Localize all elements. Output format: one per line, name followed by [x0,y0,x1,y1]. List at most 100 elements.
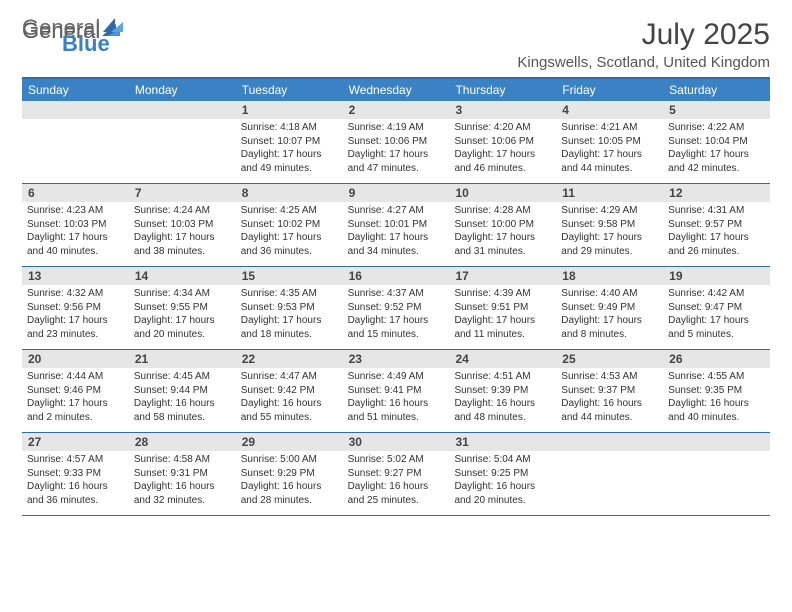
day-cell: Sunrise: 5:00 AMSunset: 9:29 PMDaylight:… [236,451,343,515]
day-number: 21 [129,350,236,368]
day-cell: Sunrise: 4:34 AMSunset: 9:55 PMDaylight:… [129,285,236,349]
sunset-text: Sunset: 9:57 PM [668,218,765,232]
daylight-text: Daylight: 16 hours and 40 minutes. [668,397,765,424]
day-number: 12 [663,184,770,202]
sunset-text: Sunset: 9:46 PM [27,384,124,398]
daylight-text: Daylight: 17 hours and 49 minutes. [241,148,338,175]
dayhead-mon: Monday [129,79,236,101]
month-title: July 2025 [517,18,770,52]
day-number: 1 [236,101,343,119]
daynum-bar: 2728293031 [22,433,770,451]
day-number: 15 [236,267,343,285]
daylight-text: Daylight: 17 hours and 44 minutes. [561,148,658,175]
day-number: 2 [343,101,450,119]
daylight-text: Daylight: 17 hours and 15 minutes. [348,314,445,341]
day-cell: Sunrise: 4:57 AMSunset: 9:33 PMDaylight:… [22,451,129,515]
sunset-text: Sunset: 9:42 PM [241,384,338,398]
day-cell: Sunrise: 4:53 AMSunset: 9:37 PMDaylight:… [556,368,663,432]
day-number: 28 [129,433,236,451]
sunrise-text: Sunrise: 4:35 AM [241,287,338,301]
daylight-text: Daylight: 17 hours and 8 minutes. [561,314,658,341]
day-cell: Sunrise: 4:18 AMSunset: 10:07 PMDaylight… [236,119,343,183]
day-cell: Sunrise: 4:25 AMSunset: 10:02 PMDaylight… [236,202,343,266]
sunrise-text: Sunrise: 4:47 AM [241,370,338,384]
daylight-text: Daylight: 16 hours and 48 minutes. [454,397,551,424]
sunset-text: Sunset: 9:51 PM [454,301,551,315]
sunset-text: Sunset: 9:52 PM [348,301,445,315]
sunset-text: Sunset: 10:00 PM [454,218,551,232]
daylight-text: Daylight: 17 hours and 11 minutes. [454,314,551,341]
daylight-text: Daylight: 16 hours and 36 minutes. [27,480,124,507]
day-cell: Sunrise: 4:27 AMSunset: 10:01 PMDaylight… [343,202,450,266]
daylight-text: Daylight: 16 hours and 58 minutes. [134,397,231,424]
day-cell: Sunrise: 4:51 AMSunset: 9:39 PMDaylight:… [449,368,556,432]
sunset-text: Sunset: 9:37 PM [561,384,658,398]
sunset-text: Sunset: 9:44 PM [134,384,231,398]
sunrise-text: Sunrise: 4:58 AM [134,453,231,467]
daylight-text: Daylight: 17 hours and 42 minutes. [668,148,765,175]
daylight-text: Daylight: 17 hours and 36 minutes. [241,231,338,258]
day-cell: Sunrise: 4:39 AMSunset: 9:51 PMDaylight:… [449,285,556,349]
sunset-text: Sunset: 10:03 PM [27,218,124,232]
sunrise-text: Sunrise: 4:34 AM [134,287,231,301]
sunset-text: Sunset: 9:29 PM [241,467,338,481]
day-number: 5 [663,101,770,119]
daylight-text: Daylight: 17 hours and 34 minutes. [348,231,445,258]
sunrise-text: Sunrise: 4:57 AM [27,453,124,467]
dayhead-sat: Saturday [663,79,770,101]
sunrise-text: Sunrise: 4:28 AM [454,204,551,218]
daylight-text: Daylight: 16 hours and 55 minutes. [241,397,338,424]
dayhead-thu: Thursday [449,79,556,101]
day-cell: Sunrise: 4:23 AMSunset: 10:03 PMDaylight… [22,202,129,266]
day-number: 30 [343,433,450,451]
sunrise-text: Sunrise: 4:31 AM [668,204,765,218]
sunrise-text: Sunrise: 5:04 AM [454,453,551,467]
sunrise-text: Sunrise: 4:24 AM [134,204,231,218]
day-cell [663,451,770,515]
sunrise-text: Sunrise: 4:39 AM [454,287,551,301]
logo-block: General Blue [22,18,125,54]
sunrise-text: Sunrise: 4:21 AM [561,121,658,135]
sunrise-text: Sunrise: 4:53 AM [561,370,658,384]
day-number: 16 [343,267,450,285]
day-number: 9 [343,184,450,202]
sunrise-text: Sunrise: 5:02 AM [348,453,445,467]
day-number: 4 [556,101,663,119]
day-cell: Sunrise: 4:28 AMSunset: 10:00 PMDaylight… [449,202,556,266]
day-number [129,101,236,119]
dayhead-fri: Friday [556,79,663,101]
day-number: 13 [22,267,129,285]
day-cell: Sunrise: 4:35 AMSunset: 9:53 PMDaylight:… [236,285,343,349]
sunset-text: Sunset: 10:04 PM [668,135,765,149]
day-cell: Sunrise: 4:45 AMSunset: 9:44 PMDaylight:… [129,368,236,432]
sunrise-text: Sunrise: 4:29 AM [561,204,658,218]
day-cell: Sunrise: 4:47 AMSunset: 9:42 PMDaylight:… [236,368,343,432]
sunrise-text: Sunrise: 4:44 AM [27,370,124,384]
day-number: 8 [236,184,343,202]
day-number: 3 [449,101,556,119]
sunrise-text: Sunrise: 4:25 AM [241,204,338,218]
sunset-text: Sunset: 10:07 PM [241,135,338,149]
day-cell: Sunrise: 4:40 AMSunset: 9:49 PMDaylight:… [556,285,663,349]
day-cell: Sunrise: 5:04 AMSunset: 9:25 PMDaylight:… [449,451,556,515]
dayhead-tue: Tuesday [236,79,343,101]
sunset-text: Sunset: 10:01 PM [348,218,445,232]
day-cell [556,451,663,515]
day-number [22,101,129,119]
daybody-bar: Sunrise: 4:18 AMSunset: 10:07 PMDaylight… [22,119,770,183]
sunrise-text: Sunrise: 4:42 AM [668,287,765,301]
daylight-text: Daylight: 17 hours and 38 minutes. [134,231,231,258]
weeks-container: 12345Sunrise: 4:18 AMSunset: 10:07 PMDay… [22,101,770,516]
page-header: General July 2025 Kingswells, Scotland, … [22,18,770,71]
day-cell: Sunrise: 4:24 AMSunset: 10:03 PMDaylight… [129,202,236,266]
sunrise-text: Sunrise: 4:49 AM [348,370,445,384]
sunset-text: Sunset: 10:06 PM [454,135,551,149]
sunrise-text: Sunrise: 4:23 AM [27,204,124,218]
day-cell: Sunrise: 4:44 AMSunset: 9:46 PMDaylight:… [22,368,129,432]
daylight-text: Daylight: 16 hours and 51 minutes. [348,397,445,424]
day-number: 7 [129,184,236,202]
sunset-text: Sunset: 9:55 PM [134,301,231,315]
sunrise-text: Sunrise: 4:22 AM [668,121,765,135]
daybody-bar: Sunrise: 4:57 AMSunset: 9:33 PMDaylight:… [22,451,770,515]
day-cell: Sunrise: 4:55 AMSunset: 9:35 PMDaylight:… [663,368,770,432]
